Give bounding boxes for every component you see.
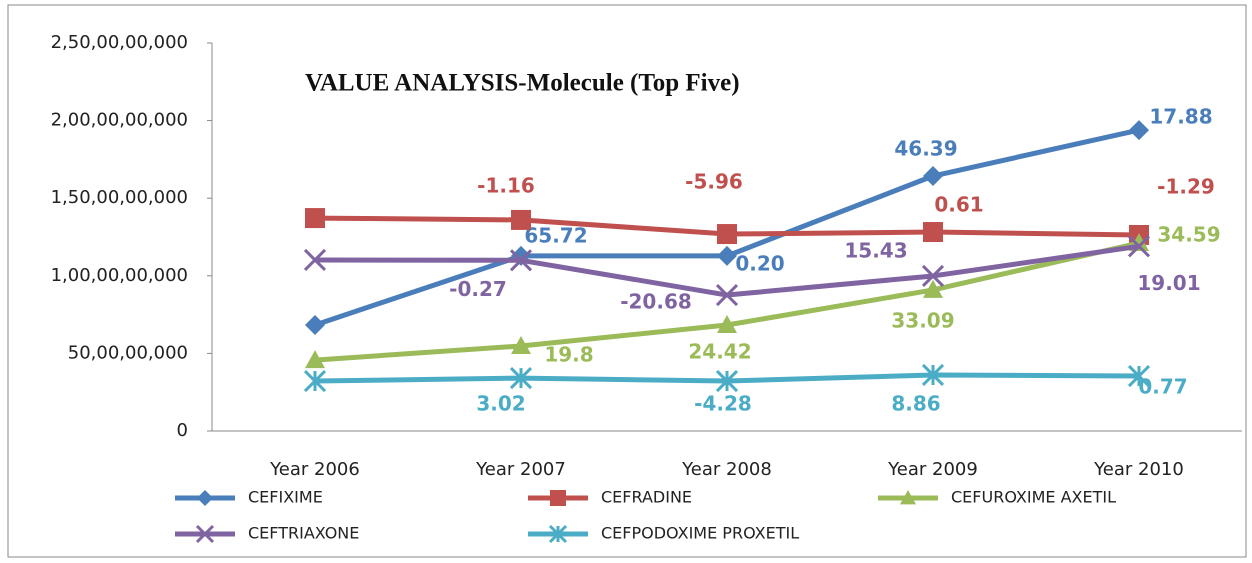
- data-label: -1.29: [1157, 174, 1215, 198]
- data-label: -20.68: [620, 290, 692, 314]
- point-marker: [509, 367, 533, 390]
- marker-shape: [511, 209, 531, 230]
- marker-shape: [715, 283, 739, 307]
- legend-label: CEFPODOXIME PROXETIL: [601, 524, 799, 543]
- marker-shape: [921, 363, 945, 387]
- marker-shape: [509, 249, 533, 272]
- data-label: 34.59: [1157, 223, 1220, 247]
- data-label: -1.16: [477, 173, 535, 197]
- marker-shape: [923, 166, 943, 187]
- marker-shape: [1129, 120, 1149, 141]
- marker-shape: [195, 524, 215, 544]
- x-tick-label: Year 2010: [1093, 459, 1184, 480]
- marker-shape: [511, 335, 531, 354]
- marker-shape: [305, 350, 325, 369]
- marker-shape: [303, 248, 327, 272]
- point-marker: [717, 314, 737, 333]
- legend-label: CEFIXIME: [248, 488, 323, 507]
- data-label: -5.96: [685, 170, 743, 194]
- marker-shape: [1127, 364, 1151, 388]
- point-marker: [305, 314, 325, 335]
- legend-marker: [550, 490, 566, 506]
- data-label: 46.39: [894, 137, 957, 161]
- y-tick-label: 0: [177, 420, 188, 441]
- y-tick-label: 1,00,00,00,000: [51, 265, 188, 286]
- point-marker: [511, 335, 531, 354]
- point-marker: [1127, 364, 1151, 388]
- data-label: -4.28: [694, 392, 752, 416]
- point-marker: [717, 245, 737, 266]
- data-label: 3.02: [476, 392, 525, 416]
- data-label: 24.42: [688, 339, 751, 363]
- data-label: 0.77: [1138, 375, 1187, 399]
- point-marker: [923, 222, 943, 243]
- x-tick-label: Year 2006: [269, 459, 360, 480]
- chart-title: VALUE ANALYSIS-Molecule (Top Five): [305, 70, 740, 97]
- marker-shape: [717, 224, 737, 245]
- y-tick-label: 2,50,00,00,000: [51, 32, 188, 53]
- legend-marker: [548, 524, 568, 544]
- legend-marker: [195, 524, 215, 544]
- legend-marker: [197, 490, 213, 506]
- data-label: 33.09: [891, 308, 954, 332]
- legend-marker: [900, 490, 916, 505]
- point-marker: [305, 350, 325, 369]
- data-label: 8.86: [891, 391, 940, 415]
- chart-border: [7, 4, 1247, 558]
- marker-shape: [197, 490, 213, 506]
- marker-shape: [717, 245, 737, 266]
- marker-shape: [548, 524, 568, 544]
- point-marker: [509, 249, 533, 272]
- y-tick-label: 50,00,00,000: [68, 342, 188, 363]
- point-marker: [511, 209, 531, 230]
- legend-label: CEFUROXIME AXETIL: [951, 488, 1116, 507]
- data-label: -0.27: [449, 277, 507, 301]
- marker-shape: [921, 264, 945, 288]
- marker-shape: [923, 222, 943, 243]
- data-label: 19.01: [1137, 271, 1200, 295]
- point-marker: [303, 369, 327, 393]
- x-tick-label: Year 2009: [887, 459, 978, 480]
- point-marker: [715, 369, 739, 393]
- y-tick-label: 2,00,00,00,000: [51, 110, 188, 131]
- marker-shape: [509, 367, 533, 390]
- legend-label: CEFRADINE: [601, 488, 692, 507]
- point-marker: [303, 248, 327, 272]
- point-marker: [1129, 120, 1149, 141]
- y-tick-label: 1,50,00,00,000: [51, 187, 188, 208]
- marker-shape: [715, 369, 739, 393]
- marker-shape: [550, 490, 566, 506]
- marker-shape: [923, 279, 943, 298]
- data-label: 65.72: [524, 223, 587, 247]
- x-tick-label: Year 2007: [475, 459, 566, 480]
- point-marker: [923, 279, 943, 298]
- point-marker: [921, 264, 945, 288]
- point-marker: [717, 224, 737, 245]
- marker-shape: [303, 369, 327, 393]
- x-tick-label: Year 2008: [681, 459, 772, 480]
- data-label: 17.88: [1149, 105, 1212, 129]
- data-label: 19.8: [544, 342, 593, 366]
- point-marker: [921, 363, 945, 387]
- point-marker: [715, 283, 739, 307]
- marker-shape: [717, 314, 737, 333]
- point-marker: [1127, 235, 1151, 258]
- data-label: 0.61: [934, 193, 983, 217]
- data-label: 15.43: [844, 238, 907, 262]
- marker-shape: [900, 490, 916, 505]
- data-label: 0.20: [735, 251, 784, 275]
- point-marker: [923, 166, 943, 187]
- marker-shape: [305, 314, 325, 335]
- marker-shape: [1127, 235, 1151, 258]
- point-marker: [305, 208, 325, 229]
- legend-label: CEFTRIAXONE: [248, 524, 359, 543]
- marker-shape: [305, 208, 325, 229]
